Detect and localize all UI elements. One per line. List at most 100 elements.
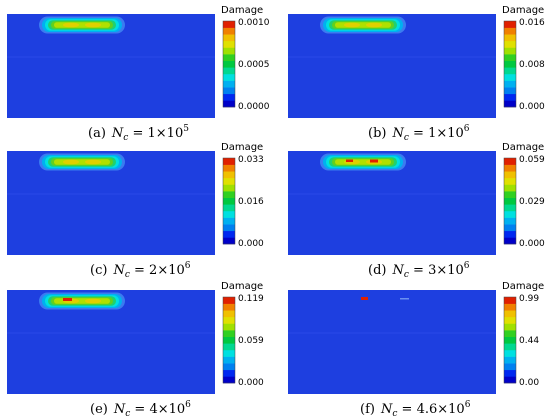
caption-c-label: (c)	[90, 263, 108, 278]
panel-b-colorbar-segment	[504, 47, 516, 55]
panel-f-figure: Damage 0.99 0.44 0.00	[288, 281, 544, 394]
panel-d-colorbar-segment	[504, 224, 516, 232]
panel-f-colorbar-segment	[504, 363, 516, 371]
panel-b-colorbar-segment	[504, 21, 516, 28]
caption-c-equals: =	[129, 263, 150, 278]
panel-e-colorbar-segment	[223, 349, 235, 357]
panel-a-colorbar-segment	[223, 21, 235, 28]
panel-a-tick-2: 0.0000	[238, 102, 270, 112]
caption-f-exponent: 6	[464, 400, 471, 410]
panel-a-colorbar-segment	[223, 54, 235, 61]
panel-f-tick-1: 0.44	[519, 336, 539, 346]
panel-d-peak-right	[370, 159, 378, 163]
panel-f-colorbar-frame	[503, 296, 517, 384]
caption-a-mantissa: 1	[147, 126, 156, 141]
panel-e: Damage 0.119 0.059 0.000	[7, 281, 264, 396]
panel-e-tick-1: 0.059	[238, 336, 264, 346]
panel-b-colorbar-segment	[504, 54, 516, 61]
panel-c-tick-1: 0.016	[238, 197, 264, 207]
panel-a-colorbar-segment	[223, 60, 235, 68]
panel-c-tick-0: 0.033	[238, 155, 264, 165]
caption-e-variable: N	[113, 402, 126, 417]
panel-c-contour-5	[54, 159, 110, 165]
panel-f-colorbar-segment	[504, 310, 516, 318]
panel-b-colorbar-frame	[503, 20, 517, 108]
panel-c-colorbar-title: Damage	[221, 142, 263, 153]
caption-b-mantissa: 1	[428, 126, 437, 141]
panel-a-colorbar-segment	[223, 40, 235, 48]
panel-e-colorbar-segment	[223, 303, 235, 311]
panel-d-contour-5	[335, 159, 391, 165]
panel-a-tick-0: 0.0010	[238, 18, 270, 28]
caption-d-label: (d)	[368, 263, 387, 278]
panel-a: Damage 0.0010 0.0005 0.0000	[7, 5, 270, 120]
panel-b-colorbar-title: Damage	[502, 5, 544, 16]
caption-e-label: (e)	[90, 402, 108, 417]
caption-f-mantissa: 4.6	[416, 402, 438, 417]
panel-d-colorbar-segment	[504, 191, 516, 198]
panel-c-colorbar-segment	[223, 237, 235, 245]
panel-e-tick-2: 0.000	[238, 378, 264, 388]
panel-f-colorbar-segment	[504, 303, 516, 311]
panel-c-colorbar-segment	[223, 224, 235, 232]
panel-e-colorbar-segment	[223, 330, 235, 337]
panel-b-figure: Damage 0.016 0.008 0.000	[288, 5, 545, 118]
panel-d-peak-left	[346, 159, 353, 162]
caption-d: (d) Nc = 3×106	[368, 261, 470, 280]
caption-c-exponent: 6	[184, 261, 191, 271]
panel-a-colorbar-segment	[223, 34, 235, 42]
caption-d-equals: =	[408, 263, 429, 278]
caption-f: (f) Nc = 4.6×106	[360, 400, 470, 419]
caption-a: (a) Nc = 1×105	[88, 124, 189, 143]
panel-b-colorbar-segment	[504, 27, 516, 35]
caption-f-subscript: c	[392, 409, 398, 419]
caption-b-times: ×10	[436, 126, 464, 141]
panel-e-figure: Damage 0.119 0.059 0.000	[7, 281, 264, 394]
panel-e-colorbar-segment	[223, 356, 235, 364]
panel-b-contour-5	[335, 22, 391, 28]
panel-a-lobe-left	[63, 22, 79, 28]
caption-e: (e) Nc = 4×106	[90, 400, 191, 419]
panel-c-colorbar-segment	[223, 191, 235, 198]
panel-f-colorbar-segment	[504, 349, 516, 357]
panel-f-colorbar-title: Damage	[502, 281, 544, 292]
panel-d-colorbar-segment	[504, 237, 516, 245]
panel-e-colorbar-segment	[223, 316, 235, 324]
panel-e-contour-5	[54, 298, 110, 304]
panel-f-colorbar-segment	[504, 316, 516, 324]
panel-a-tick-1: 0.0005	[238, 60, 270, 70]
panel-f-failure-right	[400, 298, 409, 300]
panel-d-tick-2: 0.000	[519, 239, 545, 249]
panel-b-tick-0: 0.016	[519, 18, 545, 28]
panel-c-colorbar-segment	[223, 197, 235, 205]
panel-f-failure-left	[361, 297, 368, 300]
caption-b-label: (b)	[368, 126, 387, 141]
panel-a-colorbar-segment	[223, 73, 235, 81]
caption-e-mantissa: 4	[149, 402, 158, 417]
panel-c-colorbar-segment	[223, 171, 235, 179]
panel-c-colorbar-segment	[223, 204, 235, 212]
panel-b-tick-1: 0.008	[519, 60, 545, 70]
caption-d-times: ×10	[436, 263, 464, 278]
caption-b-exponent: 6	[463, 124, 470, 134]
panel-f-colorbar-segment	[504, 323, 516, 331]
panel-e-colorbar-segment	[223, 297, 235, 304]
caption-a-subscript: c	[123, 133, 129, 143]
panel-a-colorbar-segment	[223, 67, 235, 75]
panel-b-colorbar-segment	[504, 87, 516, 95]
panel-b-lobe-right	[366, 22, 382, 28]
panel-a-lobe-right	[85, 22, 101, 28]
panel-f-colorbar-segment	[504, 369, 516, 377]
panel-d-colorbar-segment	[504, 210, 516, 218]
caption-b: (b) Nc = 1×106	[368, 124, 470, 143]
caption-a-variable: N	[111, 126, 124, 141]
caption-b-equals: =	[408, 126, 429, 141]
panel-a-colorbar-segment	[223, 27, 235, 35]
panel-e-colorbar-frame	[222, 296, 236, 384]
panel-b-colorbar-segment	[504, 60, 516, 68]
panel-a-colorbar-segment	[223, 87, 235, 95]
panel-c-lobe-right	[85, 159, 101, 165]
panel-a-colorbar-title: Damage	[221, 5, 263, 16]
panel-f-colorbar-segment	[504, 336, 516, 344]
panel-c-tick-2: 0.000	[238, 239, 264, 249]
